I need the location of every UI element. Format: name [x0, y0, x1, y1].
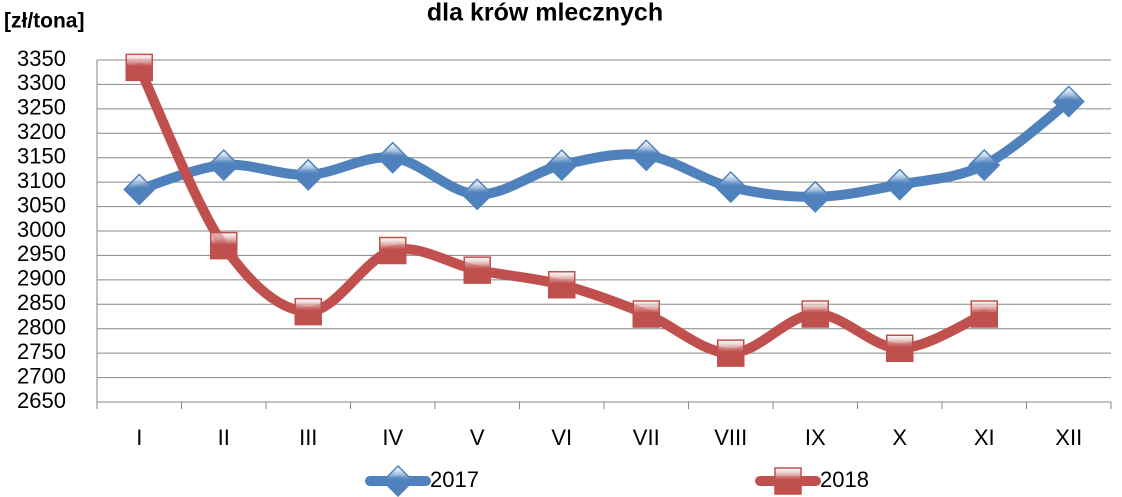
y-tick-label: 2950: [17, 241, 66, 266]
point-marker: [801, 300, 829, 328]
point-marker: [883, 168, 916, 201]
point-marker: [968, 148, 1001, 182]
x-tick-label: IX: [805, 425, 826, 450]
y-tick-label: 2900: [17, 266, 66, 291]
point-marker: [123, 173, 156, 206]
y-axis-label: [zł/tona]: [4, 10, 84, 33]
x-tick-label: VIII: [714, 425, 747, 450]
y-tick-label: 3100: [17, 168, 66, 193]
point-marker: [207, 148, 240, 182]
series-line: [134, 62, 990, 359]
point-marker: [548, 270, 576, 299]
y-tick-label: 3300: [17, 70, 66, 95]
x-tick-label: IV: [382, 425, 403, 450]
point-marker: [799, 180, 832, 213]
legend-swatch-marker: [774, 467, 802, 495]
y-tick-label: 2750: [17, 339, 66, 364]
y-tick-label: 3150: [17, 144, 66, 169]
x-tick-label: V: [470, 425, 485, 450]
point-marker: [463, 256, 491, 284]
x-tick-label: VI: [551, 425, 572, 450]
y-tick-label: 2700: [17, 363, 66, 388]
x-tick-label: XII: [1055, 425, 1082, 450]
point-marker: [714, 170, 747, 204]
point-marker: [210, 231, 238, 260]
point-marker: [1052, 85, 1085, 118]
y-tick-label: 2850: [17, 290, 66, 315]
y-tick-label: 3350: [17, 46, 66, 71]
y-tick-label: 3050: [17, 192, 66, 217]
point-marker: [461, 178, 494, 211]
point-marker: [970, 300, 998, 328]
point-marker: [376, 141, 409, 174]
legend-swatch-marker: [381, 464, 415, 497]
legend-label: 2018: [820, 467, 869, 492]
y-tick-label: 2800: [17, 315, 66, 340]
point-marker: [545, 148, 578, 182]
point-marker: [294, 297, 322, 326]
x-tick-label: III: [299, 425, 317, 450]
x-tick-label: X: [892, 425, 907, 450]
y-tick-label: 3200: [17, 119, 66, 144]
y-tick-label: 3000: [17, 217, 66, 242]
x-tick-label: II: [218, 425, 230, 450]
point-marker: [125, 53, 153, 82]
point-marker: [292, 158, 325, 191]
y-tick-label: 2650: [17, 388, 66, 413]
point-marker: [379, 236, 407, 265]
point-marker: [630, 139, 663, 172]
chart-title: dla krów mlecznych: [427, 0, 663, 27]
x-tick-label: I: [136, 425, 142, 450]
y-tick-label: 3250: [17, 95, 66, 120]
x-tick-label: XI: [974, 425, 995, 450]
point-marker: [632, 300, 660, 328]
point-marker: [886, 334, 914, 363]
x-tick-label: VII: [633, 425, 660, 450]
point-marker: [717, 339, 745, 367]
legend-label: 2017: [430, 467, 479, 492]
